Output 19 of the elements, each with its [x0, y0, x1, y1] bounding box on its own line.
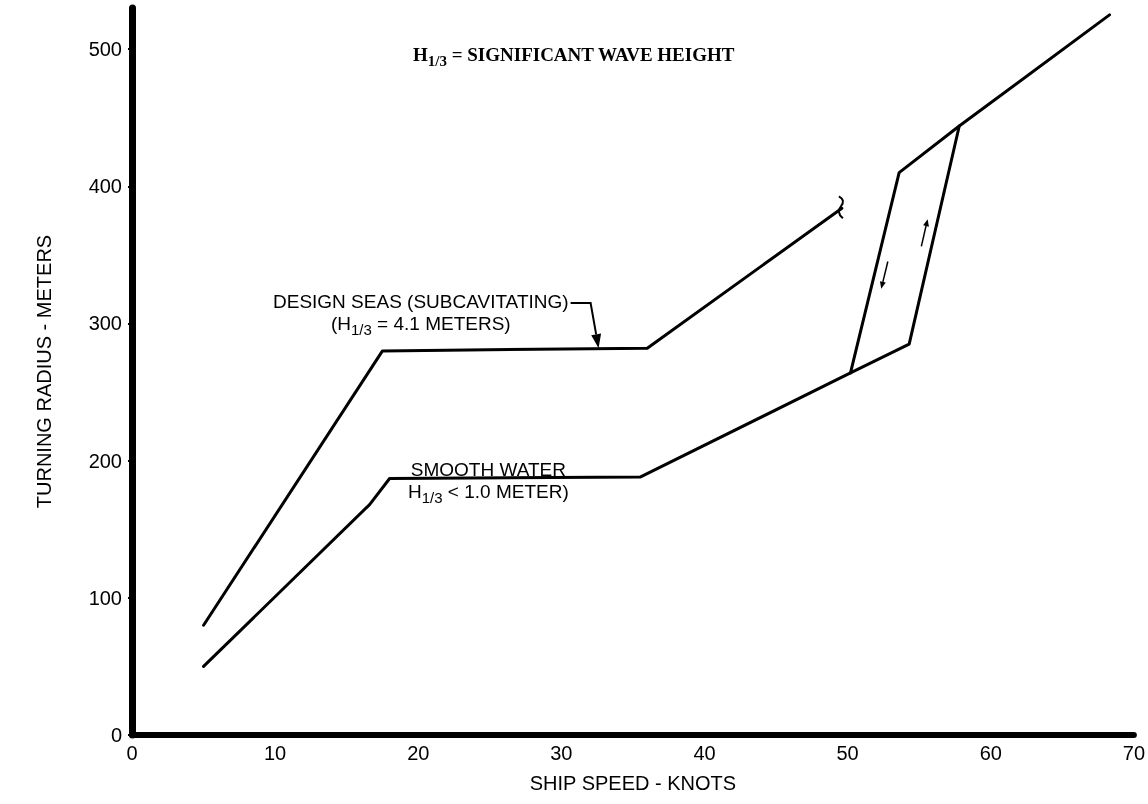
y-tick-label: 0: [110, 724, 122, 746]
x-tick-label: 40: [693, 742, 716, 764]
x-tick-label: 70: [1122, 742, 1145, 764]
x-axis-title: SHIP SPEED - KNOTS: [529, 772, 737, 794]
x-tick-label: 50: [836, 742, 859, 764]
annotation: DESIGN SEAS (SUBCAVITATING) (H$_{1/3}$ = 4.1 METERS): [273, 291, 569, 338]
x-tick-label: 0: [126, 742, 138, 764]
annotation: H$_{1/3}$ = SIGNIFICANT WAVE HEIGHT: [413, 44, 735, 71]
y-tick-label: 300: [88, 312, 122, 335]
x-tick-label: 60: [979, 742, 1002, 764]
annotation: SMOOTH WATER H$_{1/3}$ < 1.0 METER): [408, 459, 569, 506]
x-tick-label: 10: [264, 742, 287, 764]
y-tick-label: 100: [88, 586, 122, 609]
y-axis-title: TURNING RADIUS - METERS: [33, 234, 55, 509]
y-tick-label: 200: [88, 449, 122, 472]
y-tick-label: 500: [88, 38, 122, 61]
x-tick-label: 30: [550, 742, 573, 764]
x-tick-label: 20: [407, 742, 430, 764]
y-tick-label: 400: [88, 175, 122, 198]
